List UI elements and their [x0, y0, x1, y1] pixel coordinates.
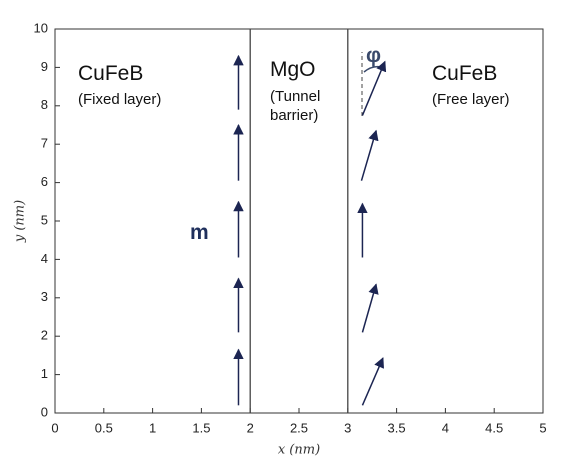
- y-tick-label: 1: [41, 366, 48, 381]
- x-tick-label: 4: [442, 420, 449, 435]
- x-tick-label: 3: [344, 420, 351, 435]
- annotation: (Tunnel: [270, 88, 320, 105]
- y-tick-label: 4: [41, 251, 48, 266]
- magnetization-arrow: [361, 60, 387, 116]
- x-tick-label: 0.5: [95, 420, 113, 435]
- plot-frame: [54, 28, 544, 414]
- y-tick-label: 0: [41, 404, 48, 419]
- x-tick-label: 1: [149, 420, 156, 435]
- magnetization-arrow: [360, 129, 379, 181]
- y-axis-label: y (nm): [13, 200, 28, 243]
- y-tick-label: 7: [41, 136, 48, 151]
- y-tick-label: 9: [41, 59, 48, 74]
- annotation: (Free layer): [432, 91, 510, 108]
- y-tick-label: 5: [41, 212, 48, 227]
- magnetization-arrow: [361, 283, 379, 333]
- y-tick-label: 10: [34, 20, 48, 35]
- annotation: MgO: [270, 58, 316, 81]
- annotation: φ: [366, 44, 381, 67]
- magnetization-arrow: [361, 357, 384, 406]
- x-tick-label: 2: [247, 420, 254, 435]
- y-tick-label: 6: [41, 174, 48, 189]
- x-tick-label: 3.5: [388, 420, 406, 435]
- x-tick-label: 0: [51, 420, 58, 435]
- annotation: CuFeB: [78, 62, 143, 85]
- x-tick-label: 5: [539, 420, 546, 435]
- annotation: (Fixed layer): [78, 91, 161, 108]
- y-tick-label: 8: [41, 97, 48, 112]
- annotation: CuFeB: [432, 62, 497, 85]
- x-tick-label: 2.5: [290, 420, 308, 435]
- y-tick-label: 2: [41, 328, 48, 343]
- annotation: barrier): [270, 107, 318, 124]
- annotation: m: [190, 221, 209, 244]
- y-tick-label: 3: [41, 289, 48, 304]
- x-axis-label: x (nm): [278, 443, 320, 458]
- x-tick-label: 4.5: [485, 420, 503, 435]
- x-tick-label: 1.5: [192, 420, 210, 435]
